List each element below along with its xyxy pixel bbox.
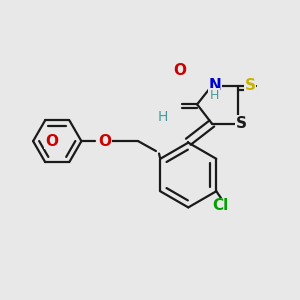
Text: Cl: Cl <box>212 198 229 213</box>
Text: N: N <box>208 78 221 93</box>
Text: S: S <box>236 116 247 131</box>
Text: H: H <box>210 89 220 102</box>
Text: S: S <box>244 78 256 93</box>
Text: O: O <box>173 63 186 78</box>
Text: O: O <box>45 134 58 149</box>
Text: O: O <box>98 134 111 149</box>
Text: H: H <box>158 110 168 124</box>
